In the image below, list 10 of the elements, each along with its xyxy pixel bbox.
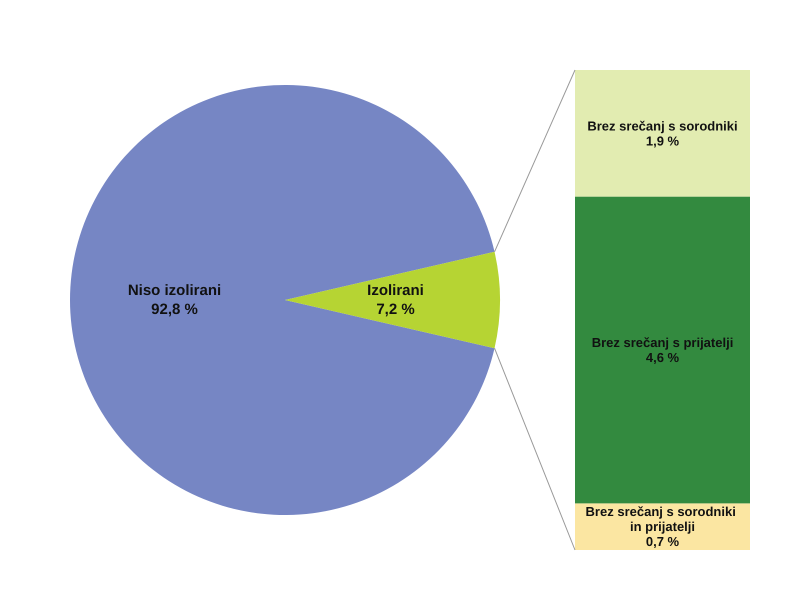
data-label: 0,7 %	[646, 534, 680, 550]
slice-label: Izolirani	[367, 282, 424, 299]
series-label: Brez srečanj s sorodniki in prijatelji	[586, 504, 740, 534]
series-label: Brez srečanj s sorodniki	[587, 118, 738, 134]
series-label: Brez srečanj s prijatelji	[592, 335, 734, 350]
data-label: 7,2 %	[376, 301, 415, 318]
data-label: 92,8 %	[151, 301, 198, 318]
slice-label: Niso izolirani	[128, 282, 222, 299]
data-label: 4,6 %	[646, 350, 680, 365]
data-label: 1,9 %	[646, 133, 680, 148]
